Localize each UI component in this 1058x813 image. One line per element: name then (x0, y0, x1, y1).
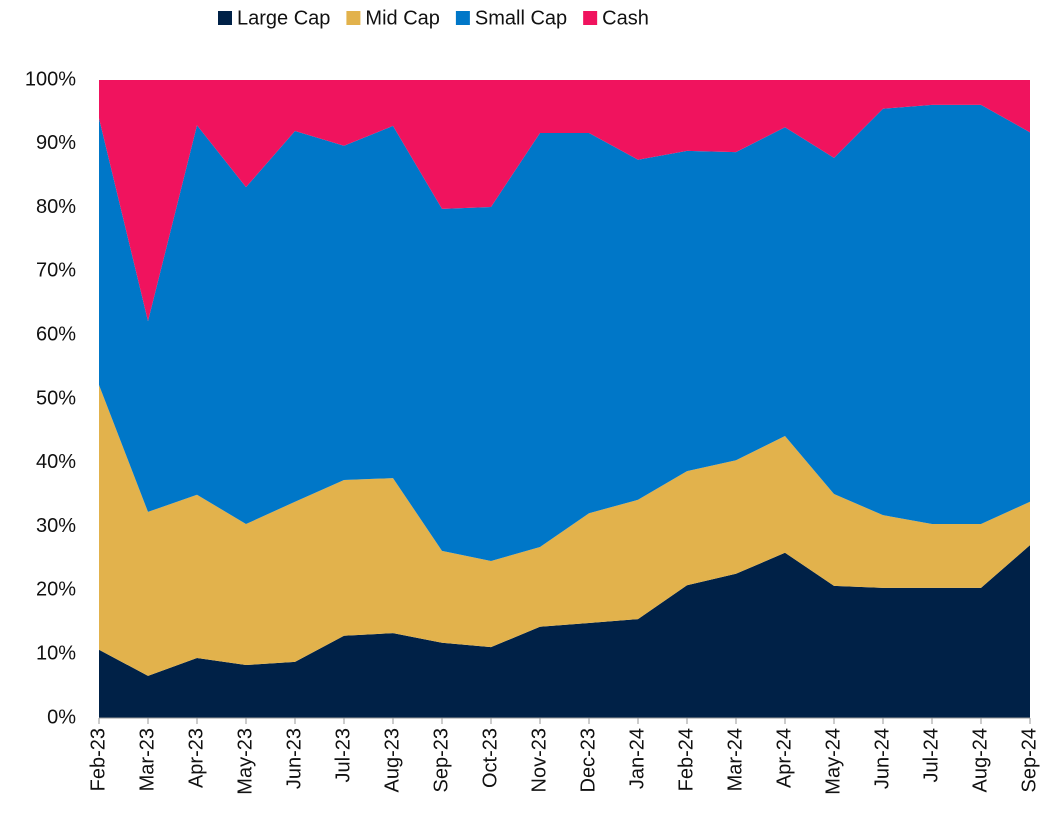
legend-swatch (346, 11, 361, 25)
y-tick-label: 30% (36, 515, 76, 537)
x-tick-label: Jun-24 (871, 728, 893, 789)
x-tick-label: Apr-24 (773, 728, 795, 788)
legend-label: Large Cap (237, 7, 330, 29)
area (99, 384, 1030, 676)
x-tick-label: Oct-23 (479, 728, 501, 788)
y-tick-label: 0% (47, 706, 76, 728)
x-tick-label: Apr-23 (185, 728, 207, 788)
y-tick-label: 100% (25, 68, 76, 90)
x-tick-label: Nov-23 (528, 728, 550, 792)
legend-label: Cash (602, 7, 649, 29)
x-tick-label: Jul-24 (920, 728, 942, 782)
x-tick-label: Jun-23 (283, 728, 305, 789)
y-tick-label: 60% (36, 323, 76, 345)
x-tick-label: Jan-24 (626, 728, 648, 789)
area (99, 104, 1030, 562)
x-tick-label: Aug-23 (381, 728, 403, 793)
y-tick-label: 20% (36, 579, 76, 601)
y-tick-label: 70% (36, 260, 76, 282)
x-tick-label: Aug-24 (969, 728, 991, 793)
legend-swatch (455, 11, 470, 25)
y-tick-label: 40% (36, 451, 76, 473)
x-tick-label: May-23 (234, 728, 256, 795)
y-tick-label: 80% (36, 196, 76, 218)
x-tick-label: May-24 (822, 728, 844, 795)
y-tick-label: 10% (36, 642, 76, 664)
y-tick-label: 50% (36, 387, 76, 409)
legend-swatch (583, 11, 598, 25)
x-tick-label: Mar-23 (136, 728, 158, 791)
x-tick-label: Feb-23 (87, 728, 109, 791)
legend-swatch (218, 11, 232, 25)
y-tick-label: 90% (36, 132, 76, 154)
x-tick-label: Sep-23 (430, 728, 452, 793)
legend-label: Mid Cap (365, 7, 439, 29)
area (99, 545, 1030, 718)
x-tick-label: Jul-23 (332, 728, 354, 782)
x-tick-label: Dec-23 (577, 728, 599, 792)
x-tick-label: Mar-24 (724, 728, 746, 791)
x-tick-label: Sep-24 (1018, 728, 1040, 793)
area (99, 80, 1030, 322)
legend-label: Small Cap (475, 7, 567, 29)
x-tick-label: Feb-24 (675, 728, 697, 791)
